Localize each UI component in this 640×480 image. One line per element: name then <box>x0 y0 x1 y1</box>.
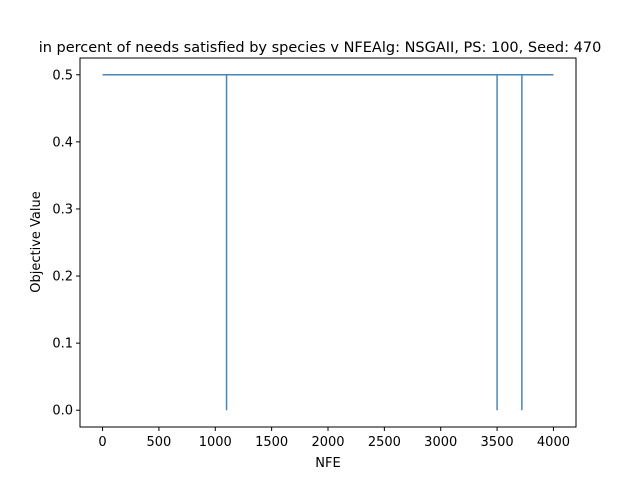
y-axis-ticks: 0.0 0.1 0.2 0.3 0.4 0.5 <box>52 68 80 419</box>
x-tick-label: 2500 <box>368 435 401 450</box>
x-tick-label: 1500 <box>255 435 288 450</box>
series-line-0 <box>102 74 554 411</box>
x-tick-label: 0 <box>98 435 106 450</box>
x-tick-label: 500 <box>146 435 171 450</box>
x-tick-label: 3500 <box>481 435 514 450</box>
chart-title: in percent of needs satisfied by species… <box>39 40 602 56</box>
y-tick-label: 0.1 <box>52 337 73 352</box>
x-axis-label: NFE <box>315 456 340 471</box>
x-axis-ticks: 0 500 1000 1500 2000 2500 3000 3500 4000 <box>98 427 570 450</box>
y-tick-label: 0.5 <box>52 68 73 83</box>
y-tick-label: 0.4 <box>52 135 73 150</box>
y-axis-label: Objective Value <box>29 191 44 292</box>
axes-frame <box>79 57 577 428</box>
x-tick-label: 1000 <box>199 435 232 450</box>
y-tick-label: 0.0 <box>52 404 73 419</box>
y-tick-label: 0.2 <box>52 270 73 285</box>
y-tick-label: 0.3 <box>52 202 73 217</box>
plot-area <box>102 74 554 411</box>
x-tick-label: 3000 <box>424 435 457 450</box>
x-tick-label: 2000 <box>311 435 344 450</box>
x-tick-label: 4000 <box>537 435 570 450</box>
